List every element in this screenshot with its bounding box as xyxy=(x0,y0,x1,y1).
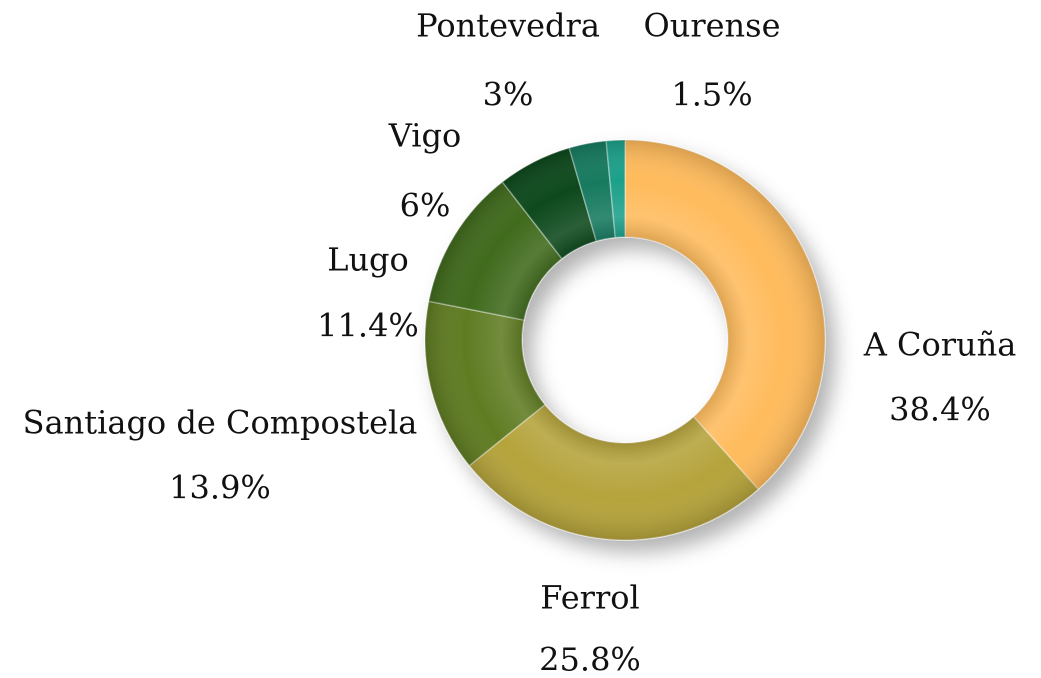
value-label: 25.8% xyxy=(539,641,641,678)
value-label: 1.5% xyxy=(671,76,752,114)
value-label: 6% xyxy=(400,187,451,225)
value-label: 13.9% xyxy=(169,469,271,507)
donut xyxy=(424,139,826,541)
segment-label: Santiago de Compostela xyxy=(23,404,418,442)
value-label: 38.4% xyxy=(889,391,991,429)
donut-segment xyxy=(624,139,826,491)
segment-label: Pontevedra xyxy=(416,7,600,45)
value-label: 3% xyxy=(483,76,534,114)
segment-label: Lugo xyxy=(327,241,409,279)
segment-label: A Coruña xyxy=(863,326,1017,364)
segment-label: Ferrol xyxy=(540,579,639,617)
value-label: 11.4% xyxy=(317,307,419,345)
segment-label: Ourense xyxy=(643,7,780,45)
segment-label: Vigo xyxy=(388,117,462,155)
